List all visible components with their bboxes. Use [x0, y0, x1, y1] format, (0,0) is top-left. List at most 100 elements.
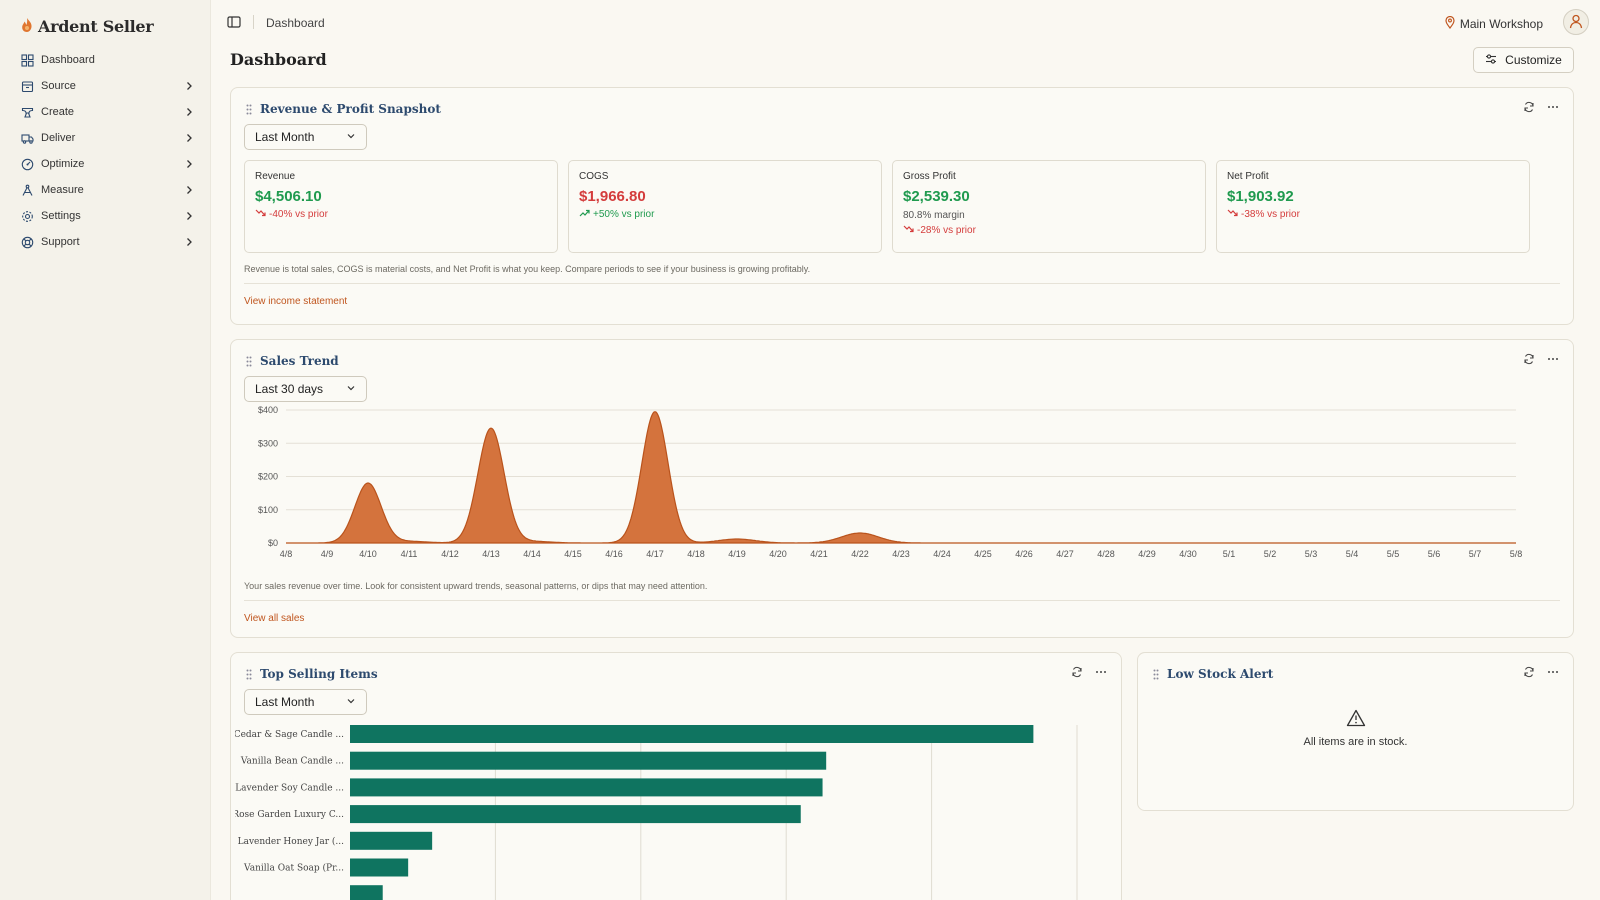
metric-label: COGS: [579, 171, 609, 182]
more-options-icon[interactable]: [1547, 353, 1559, 365]
sidebar-item-settings[interactable]: Settings: [14, 203, 200, 229]
sidebar-item-support[interactable]: Support: [14, 229, 200, 255]
bar[interactable]: [350, 751, 827, 770]
box-icon: [20, 79, 34, 93]
more-options-icon[interactable]: [1547, 101, 1559, 113]
bar[interactable]: [350, 858, 409, 877]
chevron-down-icon: [346, 695, 356, 709]
metric-delta-text: -38% vs prior: [1241, 209, 1300, 220]
refresh-icon[interactable]: [1523, 666, 1535, 678]
more-options-icon[interactable]: [1095, 666, 1107, 678]
metric-delta: -40% vs prior: [255, 209, 547, 220]
metric-card-revenue: Revenue $4,506.10 -40% vs prior: [244, 160, 558, 253]
sidebar-item-dashboard[interactable]: Dashboard: [14, 47, 200, 73]
chevron-right-icon: [184, 107, 194, 117]
page-title: Dashboard: [230, 50, 327, 69]
drag-handle-icon[interactable]: [245, 668, 253, 680]
metric-delta-text: -40% vs prior: [269, 209, 328, 220]
snapshot-card-header: Revenue & Profit Snapshot: [245, 102, 441, 116]
location-selector[interactable]: Main Workshop: [1445, 15, 1543, 32]
low-stock-card: Low Stock Alert All items are in stock.: [1137, 652, 1574, 811]
bar[interactable]: [350, 805, 801, 824]
location-label: Main Workshop: [1459, 17, 1543, 31]
top-selling-tools: [1071, 666, 1107, 678]
category-label: Cedar & Sage Candle ...: [235, 730, 344, 740]
y-tick-label: $300: [258, 438, 278, 448]
sidebar-item-deliver[interactable]: Deliver: [14, 125, 200, 151]
x-tick-label: 4/21: [810, 549, 828, 559]
snapshot-tools: [1523, 101, 1559, 113]
x-tick-label: 4/10: [359, 549, 377, 559]
sidebar-item-label: Create: [41, 106, 75, 118]
bar[interactable]: [350, 831, 433, 850]
bar[interactable]: [350, 725, 1034, 743]
x-tick-label: 4/20: [769, 549, 787, 559]
x-tick-label: 5/4: [1346, 549, 1359, 559]
top-selling-period-value: Last Month: [255, 695, 315, 709]
user-avatar[interactable]: [1563, 9, 1589, 35]
bar[interactable]: [350, 885, 383, 900]
sidebar-item-create[interactable]: Create: [14, 99, 200, 125]
top-selling-period-select[interactable]: Last Month: [244, 689, 367, 715]
brand[interactable]: Ardent Seller: [20, 17, 154, 36]
refresh-icon[interactable]: [1523, 101, 1535, 113]
low-stock-empty-state: All items are in stock.: [1138, 709, 1573, 748]
drag-handle-icon[interactable]: [245, 103, 253, 115]
low-stock-message: All items are in stock.: [1303, 736, 1408, 748]
snapshot-period-value: Last Month: [255, 130, 315, 144]
sidebar-item-measure[interactable]: Measure: [14, 177, 200, 203]
x-tick-label: 4/23: [892, 549, 910, 559]
x-tick-label: 4/28: [1097, 549, 1115, 559]
more-options-icon[interactable]: [1547, 666, 1559, 678]
trend-down-icon: [1227, 209, 1238, 220]
top-selling-header: Top Selling Items: [245, 667, 378, 681]
chevron-right-icon: [184, 81, 194, 91]
view-income-statement-link[interactable]: View income statement: [244, 296, 348, 307]
sidebar-item-optimize[interactable]: Optimize: [14, 151, 200, 177]
bar[interactable]: [350, 778, 823, 797]
category-label: Vanilla Oat Soap (Pr...: [243, 863, 344, 874]
chevron-right-icon: [184, 159, 194, 169]
snapshot-period-select[interactable]: Last Month: [244, 124, 367, 150]
metric-card-gross-profit: Gross Profit $2,539.30 80.8% margin -28% vs…: [892, 160, 1206, 253]
chevron-right-icon: [184, 185, 194, 195]
x-tick-label: 4/29: [1138, 549, 1156, 559]
topbar-divider: [253, 15, 254, 29]
chevron-right-icon: [184, 211, 194, 221]
x-tick-label: 4/30: [1179, 549, 1197, 559]
customize-button[interactable]: Customize: [1473, 47, 1574, 73]
refresh-icon[interactable]: [1523, 353, 1535, 365]
top-selling-chart: Cedar & Sage Candle ... Vanilla Bean Cand…: [235, 725, 1078, 900]
sales-trend-period-select[interactable]: Last 30 days: [244, 376, 367, 402]
sales-trend-card: Sales Trend Last 30 days $0 $100 $200 $300 $…: [230, 339, 1574, 638]
snapshot-card: Revenue & Profit Snapshot Last Month Rev…: [230, 87, 1574, 325]
chevron-right-icon: [184, 133, 194, 143]
metric-delta: +50% vs prior: [579, 209, 871, 220]
drag-handle-icon[interactable]: [1152, 668, 1160, 680]
metric-value: $1,966.80: [579, 188, 646, 205]
sidebar-item-source[interactable]: Source: [14, 73, 200, 99]
breadcrumb[interactable]: Dashboard: [266, 16, 325, 30]
refresh-icon[interactable]: [1071, 666, 1083, 678]
view-all-sales-link[interactable]: View all sales: [244, 613, 305, 624]
warning-triangle-icon: [1346, 709, 1366, 730]
metric-value: $4,506.10: [255, 188, 322, 205]
metric-delta: -38% vs prior: [1227, 209, 1519, 220]
app-name: Ardent Seller: [38, 17, 154, 36]
x-tick-label: 4/22: [851, 549, 869, 559]
sales-area-series: [286, 411, 1516, 544]
sidebar-toggle-icon[interactable]: [227, 15, 241, 29]
chevron-down-icon: [346, 382, 356, 396]
user-icon: [1568, 13, 1584, 32]
topbar: Dashboard Main Workshop: [211, 0, 1600, 44]
sales-trend-description: Your sales revenue over time. Look for c…: [244, 581, 708, 591]
x-tick-label: 4/16: [605, 549, 623, 559]
map-pin-icon: [1445, 15, 1455, 32]
x-tick-label: 4/26: [1015, 549, 1033, 559]
x-tick-label: 4/8: [280, 549, 293, 559]
drag-handle-icon[interactable]: [245, 355, 253, 367]
x-tick-label: 5/7: [1469, 549, 1482, 559]
flame-logo-icon: [20, 17, 34, 36]
chevron-right-icon: [184, 237, 194, 247]
sales-trend-chart: $0 $100 $200 $300 $400 4/8 4/9 4/10 4/11 4/12 4/13…: [258, 406, 1522, 559]
